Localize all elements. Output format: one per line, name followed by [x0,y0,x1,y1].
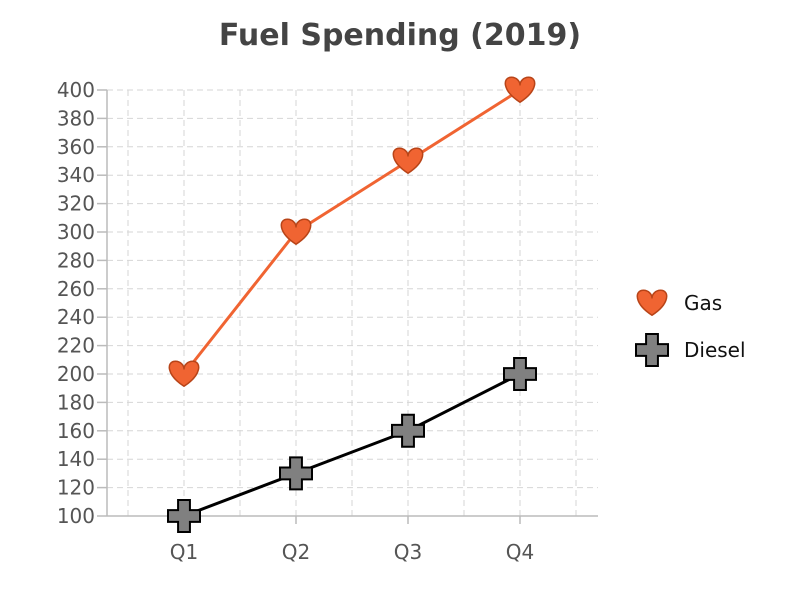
legend-plus-icon [635,333,669,367]
data-point-heart-icon [392,147,424,174]
y-tick-label: 220 [57,334,95,358]
series-diesel [167,357,537,533]
y-tick-label: 400 [57,78,95,102]
x-tick-label: Q4 [506,540,534,564]
y-tick-label: 300 [57,220,95,244]
y-tick-label: 100 [57,504,95,528]
data-point-plus-icon [279,456,313,491]
y-tick-label: 240 [57,305,95,329]
data-point-plus-icon [503,357,537,391]
legend-heart-icon [636,289,668,316]
x-tick-label: Q1 [170,540,198,564]
y-tick-label: 340 [57,163,95,187]
x-axis-ticks: Q1 Q2 Q3 Q4 [170,540,534,564]
x-tick-label: Q2 [282,540,310,564]
legend: Gas Diesel [635,289,746,367]
chart-title: Fuel Spending (2019) [219,18,581,53]
y-tick-label: 160 [57,419,95,443]
series-line [183,372,521,518]
data-point-heart-icon [504,76,536,103]
y-tick-label: 120 [57,476,95,500]
y-tick-label: 360 [57,135,95,159]
legend-label: Gas [684,291,722,315]
legend-item: Diesel [635,333,746,367]
data-point-heart-icon [168,360,200,387]
x-tick-label: Q3 [394,540,422,564]
y-tick-label: 180 [57,390,95,414]
data-point-plus-icon [167,499,201,533]
series-gas [168,76,536,387]
series [167,76,537,533]
data-point-heart-icon [280,218,312,245]
y-tick-label: 260 [57,277,95,301]
series-line [182,88,521,375]
y-axis-ticks: 100 120 140 160 180 200 220 240 260 280 300 320 340 3… [57,78,95,528]
legend-label: Diesel [684,338,746,362]
data-point-plus-icon [391,413,425,448]
y-tick-label: 140 [57,447,95,471]
y-tick-label: 380 [57,106,95,130]
y-tick-label: 280 [57,248,95,272]
legend-item: Gas [636,289,722,316]
y-tick-label: 320 [57,192,95,216]
y-tick-label: 200 [57,362,95,386]
